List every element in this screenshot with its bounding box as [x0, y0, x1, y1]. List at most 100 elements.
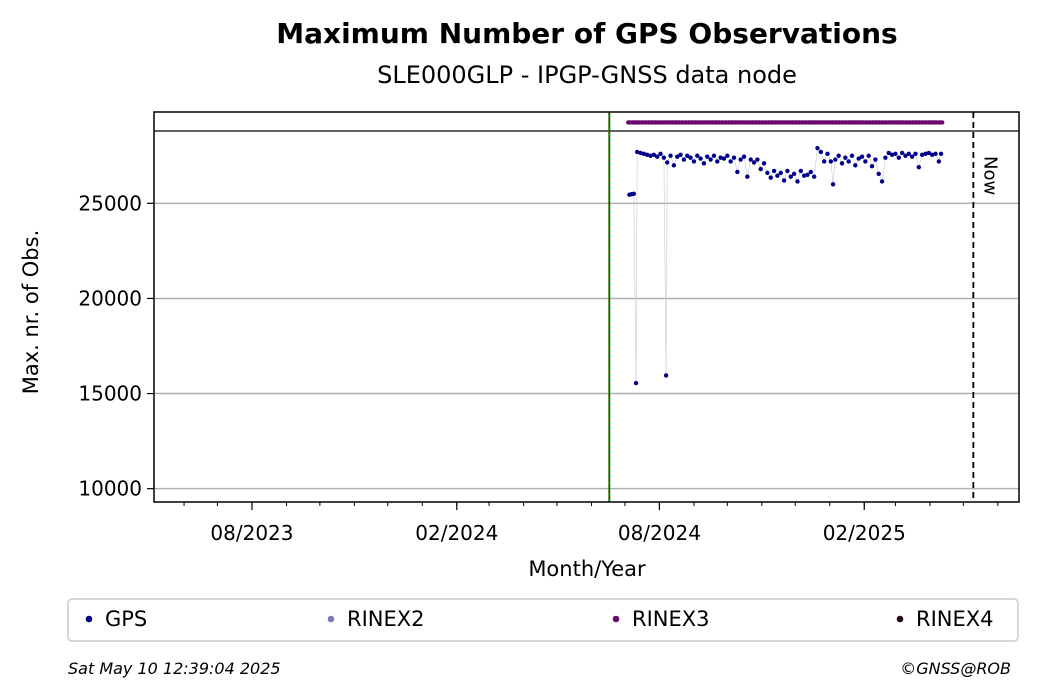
gps-point [923, 151, 928, 157]
legend-box [67, 598, 1019, 642]
gps-point [913, 151, 918, 157]
gps-point [663, 373, 669, 378]
legend-marker-rinex4 [896, 615, 904, 623]
y-tick-label: 25000 [78, 191, 142, 215]
gps-point [886, 150, 891, 156]
gps-point [758, 166, 763, 172]
vertical-markers: Now [608, 112, 1000, 502]
gps-point [863, 159, 868, 164]
gps-point [846, 159, 851, 164]
gps-point [936, 159, 942, 164]
gps-point [873, 157, 878, 162]
gps-point [839, 161, 845, 166]
x-axis-ticks: 08/2023 02/2024 08/2024 02/2025 [183, 502, 999, 545]
gps-point [906, 151, 911, 157]
gps-point [893, 151, 898, 157]
gps-point [883, 155, 888, 160]
gps-point [661, 155, 667, 160]
gridlines [154, 130, 1019, 490]
gps-point [896, 155, 901, 160]
gps-point [634, 149, 640, 155]
gps-point [859, 154, 865, 159]
gps-point [785, 168, 790, 174]
gps-point [705, 154, 710, 159]
x-tick-label: 02/2025 [823, 521, 906, 545]
gps-point [903, 153, 908, 158]
legend-marker-rinex3 [612, 615, 620, 623]
gps-point [648, 153, 653, 158]
legend: GPS RINEX2 RINEX3 RINEX4 [67, 598, 1019, 642]
gps-point [741, 154, 747, 159]
chart-subtitle: SLE000GLP - IPGP-GNSS data node [377, 61, 797, 89]
gps-point [708, 157, 713, 162]
gps-point [721, 156, 727, 161]
gps-point [933, 151, 938, 157]
gps-point [919, 152, 925, 158]
gps-point [843, 155, 848, 160]
gps-point [818, 149, 824, 155]
gps-point [678, 152, 683, 158]
gps-point [668, 153, 673, 158]
gps-point [631, 191, 637, 197]
gps-point [771, 168, 777, 174]
legend-label-rinex2: RINEX2 [347, 607, 425, 631]
data-series [626, 120, 945, 386]
gps-point [644, 152, 650, 158]
gps-point [938, 151, 944, 157]
x-axis-label: Month/Year [528, 557, 646, 581]
gps-point [698, 156, 703, 161]
gps-point [768, 175, 773, 180]
gps-point [791, 171, 797, 177]
legend-marker-gps [85, 615, 93, 623]
footer-timestamp: Sat May 10 12:39:04 2025 [68, 659, 281, 678]
now-label: Now [979, 156, 1000, 195]
gps-point [691, 159, 697, 164]
gps-point [849, 153, 855, 158]
gps-point [725, 153, 730, 158]
y-tick-label: 20000 [78, 286, 142, 310]
plot-frame [153, 111, 1020, 503]
gps-point [795, 179, 800, 184]
gps-point [879, 179, 885, 184]
gps-point [641, 151, 647, 157]
gps-point [899, 150, 905, 156]
rinex3-point [939, 120, 945, 125]
gps-point [801, 173, 807, 178]
y-axis-label: Max. nr. of Obs. [19, 230, 43, 395]
gps-point [718, 155, 723, 160]
x-tick-label: 02/2024 [415, 521, 498, 545]
gps-point [681, 157, 687, 162]
gps-point [811, 174, 817, 179]
gps-point [685, 153, 690, 158]
gps-point [633, 380, 639, 386]
gps-point [775, 173, 780, 178]
gps-point [916, 164, 922, 170]
gps-point [675, 154, 680, 159]
gps-point [781, 178, 787, 183]
gps-point [761, 161, 767, 166]
gps-point [853, 163, 858, 168]
gps-point [788, 174, 793, 179]
gps-point [869, 164, 875, 169]
gps-point [658, 151, 663, 157]
gps-point [926, 150, 932, 156]
gps-point [856, 156, 861, 161]
gps-point [836, 153, 841, 158]
gps-point [830, 182, 836, 187]
gps-point [909, 154, 915, 159]
y-tick-label: 10000 [78, 477, 142, 501]
gps-series-line [629, 147, 942, 384]
gps-point [711, 153, 717, 158]
gps-point [866, 153, 871, 158]
gps-point [671, 163, 677, 168]
gps-point [808, 169, 814, 175]
gps-point [876, 171, 881, 177]
gps-point [651, 152, 657, 158]
gps-point [731, 155, 737, 160]
gps-point [833, 157, 838, 162]
gps-point [654, 154, 660, 159]
y-axis-ticks: 10000 15000 20000 25000 [78, 191, 154, 501]
footer-credit: ©GNSS@ROB [900, 659, 1011, 678]
gps-point [695, 153, 700, 158]
gps-point [755, 157, 760, 162]
